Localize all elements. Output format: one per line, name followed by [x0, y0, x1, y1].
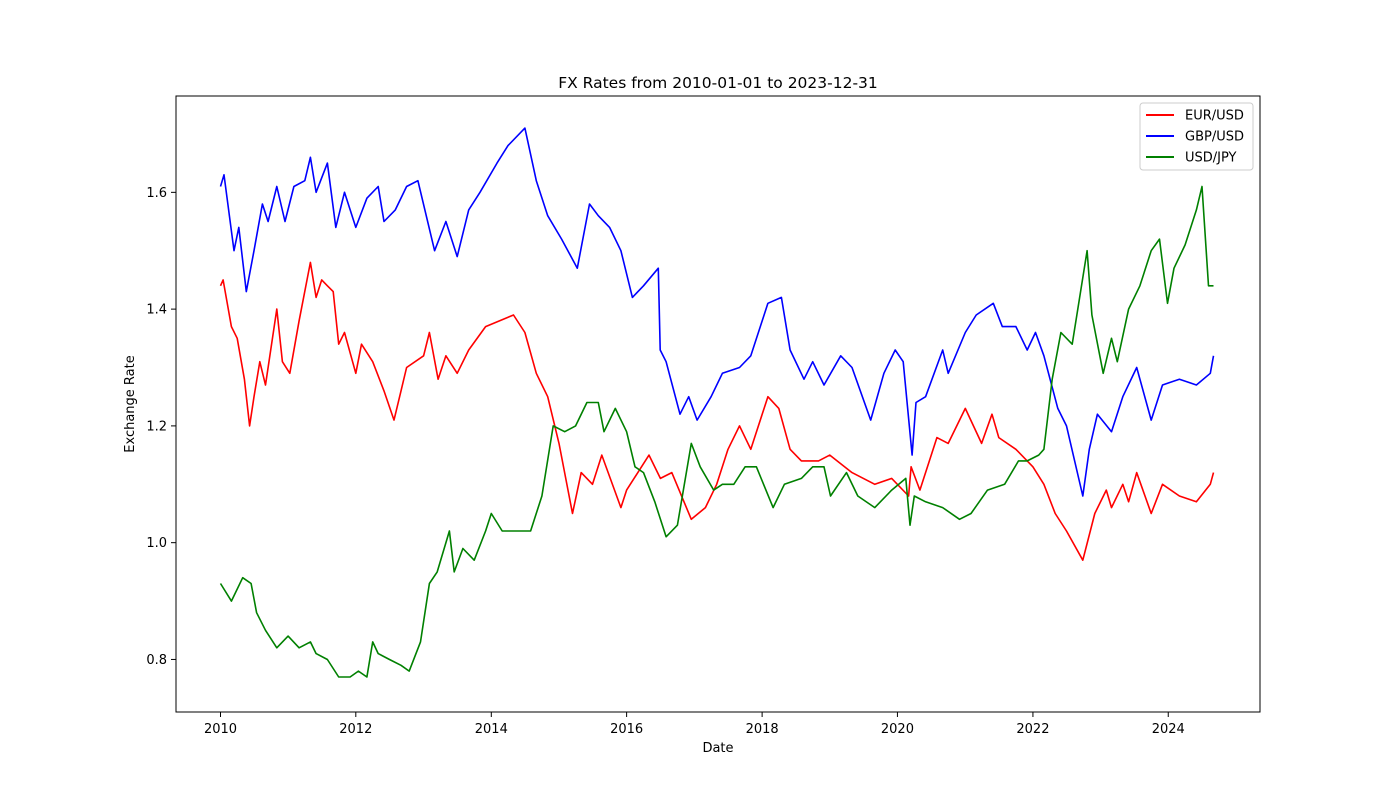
x-tick-label: 2018: [746, 722, 779, 737]
x-tick-label: 2020: [881, 722, 914, 737]
x-axis-label: Date: [702, 741, 733, 756]
x-tick-label: 2012: [339, 722, 372, 737]
series-line-usd-jpy: [219, 185, 1214, 678]
axes-background: [176, 96, 1260, 712]
y-axis-label: Exchange Rate: [123, 355, 138, 452]
legend: EUR/USD GBP/USD USD/JPY: [1139, 102, 1254, 171]
legend-box: [1139, 102, 1254, 171]
plot-area: 2010 2012 2014 2016 2018 2020 2022 2024 0.8 1.0 1…: [146, 95, 1261, 737]
x-tick-label: 2022: [1016, 722, 1049, 737]
series-layer: [219, 127, 1215, 678]
series-line-gbp-usd: [219, 127, 1215, 497]
series-line-eur-usd: [219, 261, 1215, 561]
y-tick-label: 1.6: [146, 186, 167, 201]
y-axis-ticks: 0.8 1.0 1.2 1.4 1.6: [146, 186, 176, 668]
y-tick-label: 1.2: [146, 419, 167, 434]
legend-label: USD/JPY: [1185, 151, 1237, 166]
axes-frame: [175, 95, 1261, 713]
chart-title: FX Rates from 2010-01-01 to 2023-12-31: [558, 74, 878, 92]
x-axis-ticks: 2010 2012 2014 2016 2018 2020 2022 2024: [204, 712, 1185, 737]
y-tick-label: 0.8: [146, 653, 167, 668]
x-tick-label: 2024: [1152, 722, 1185, 737]
y-tick-label: 1.4: [146, 303, 167, 318]
legend-label: GBP/USD: [1185, 130, 1244, 145]
x-tick-label: 2016: [610, 722, 643, 737]
y-tick-label: 1.0: [146, 536, 167, 551]
x-tick-label: 2014: [475, 722, 508, 737]
x-tick-label: 2010: [204, 722, 237, 737]
legend-label: EUR/USD: [1185, 109, 1244, 124]
